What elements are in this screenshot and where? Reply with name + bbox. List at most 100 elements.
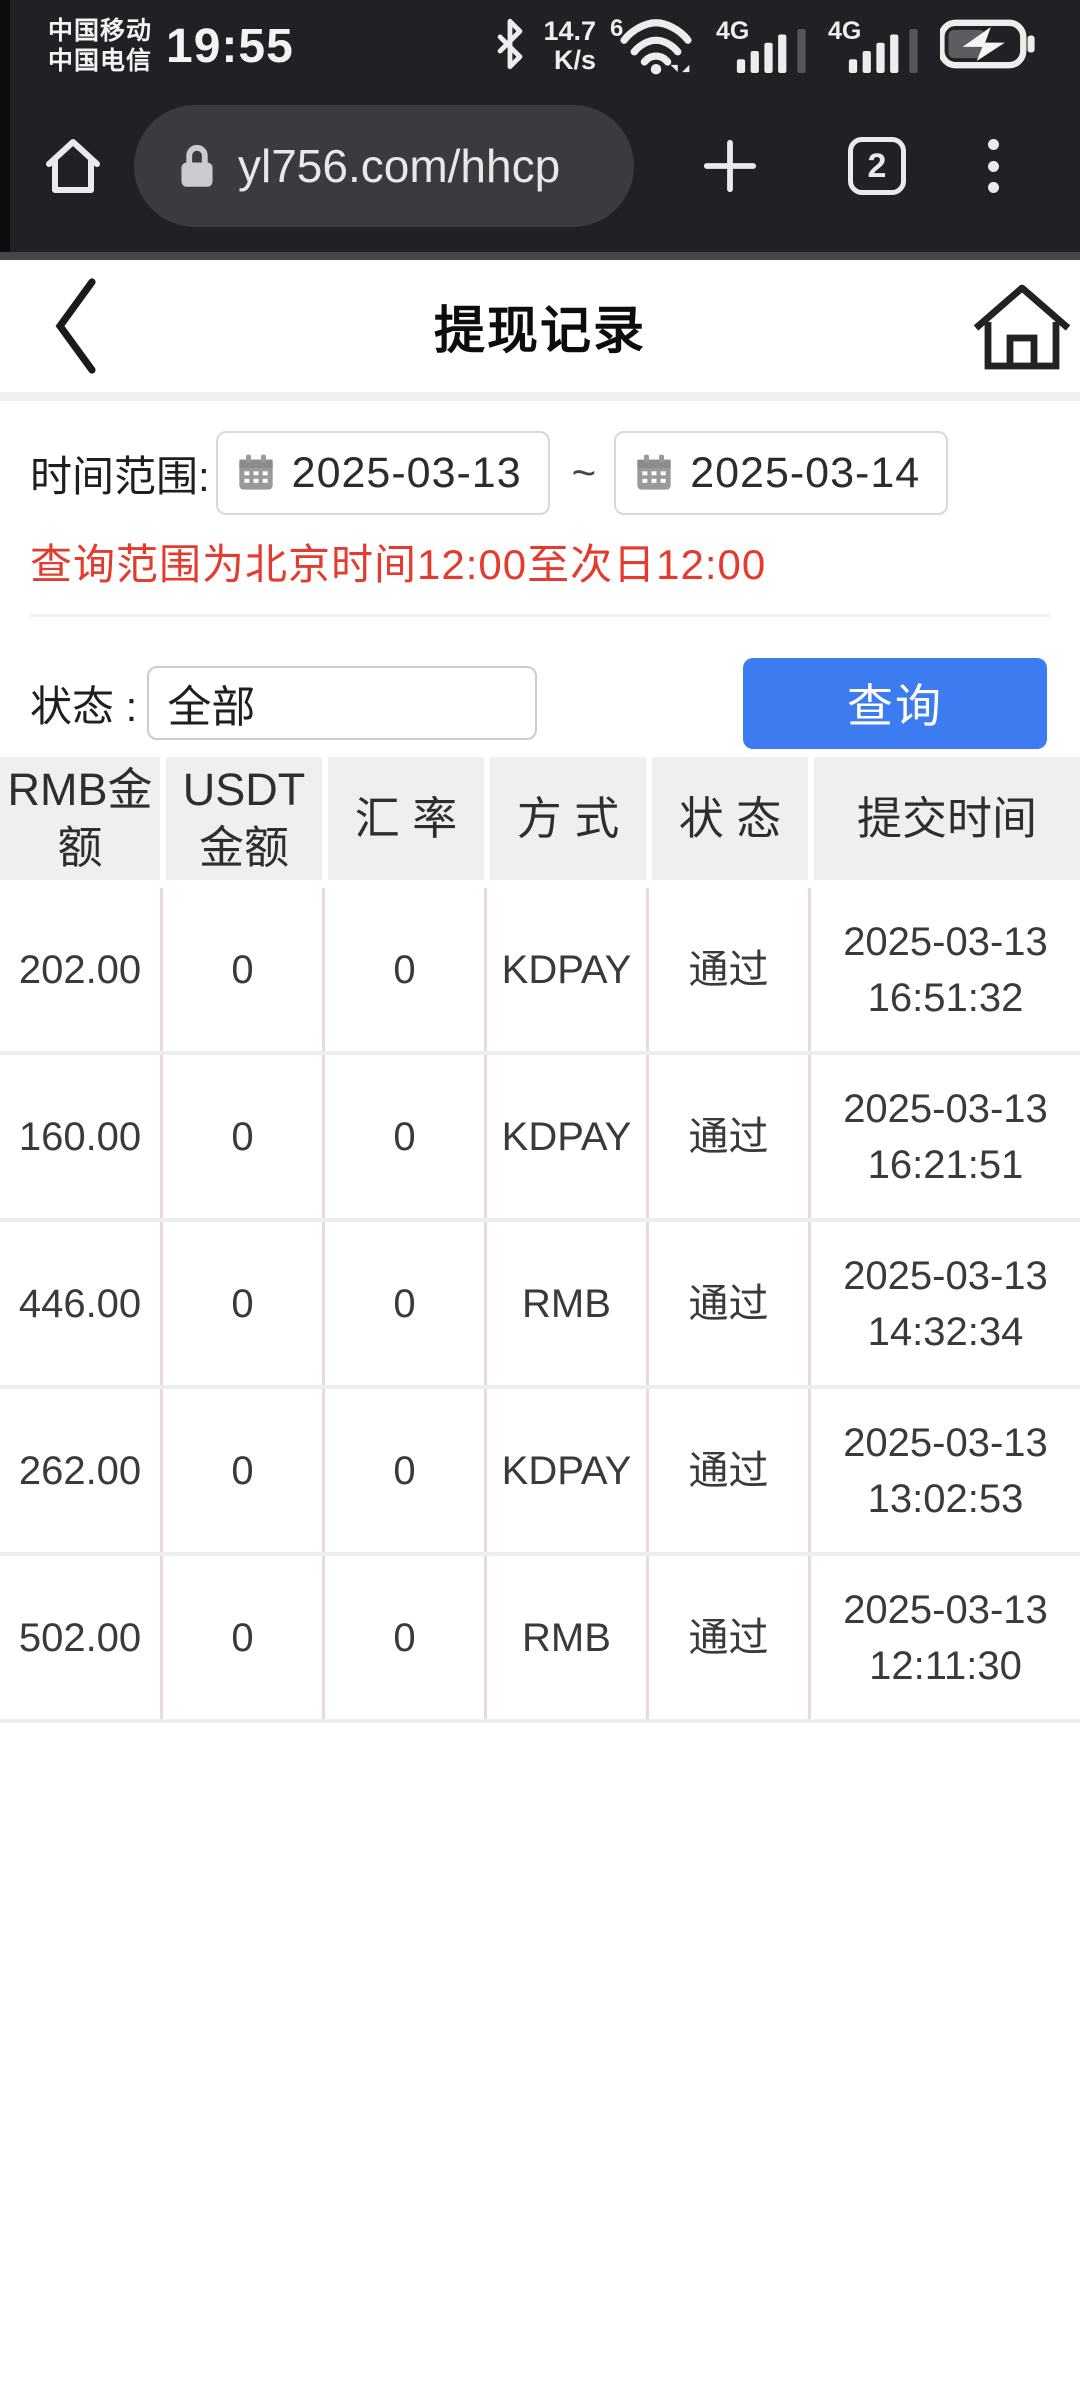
browser-home-button[interactable] (40, 133, 106, 199)
date-range-separator: ~ (571, 449, 597, 496)
page-header: 提现记录 (0, 260, 1080, 392)
date-to-input[interactable]: 2025-03-14 (614, 431, 949, 515)
top-chrome-area: 中国移动 中国电信 19:55 14.7 K/s 6 (0, 0, 1080, 260)
status-bar: 中国移动 中国电信 19:55 14.7 K/s 6 (0, 0, 1080, 92)
sim1-signal-icon: 4G (716, 17, 812, 75)
table-row: 446.00 0 0 RMB 通过 2025-03-13 14:32:34 (0, 1222, 1080, 1389)
cell-submit-time: 2025-03-13 12:11:30 (811, 1556, 1080, 1719)
clock: 19:55 (166, 19, 294, 73)
screen-edge-strip (0, 0, 10, 252)
cell-rate: 0 (325, 1389, 487, 1552)
plus-icon (703, 139, 757, 193)
header-usdt-amount: USDT金额 (166, 757, 322, 880)
network-speed: 14.7 K/s (543, 17, 596, 75)
cell-rmb: 502.00 (0, 1556, 163, 1719)
menu-dot (987, 160, 999, 172)
cell-date: 2025-03-13 (843, 1587, 1048, 1632)
table-row: 160.00 0 0 KDPAY 通过 2025-03-13 16:21:51 (0, 1055, 1080, 1222)
sim2-network-label: 4G (828, 17, 862, 45)
carrier-labels: 中国移动 中国电信 (48, 16, 152, 76)
cell-status: 通过 (649, 1055, 811, 1218)
calendar-icon (239, 454, 273, 490)
cell-usdt: 0 (163, 1055, 325, 1218)
cell-time: 14:32:34 (867, 1309, 1024, 1354)
cell-method: KDPAY (487, 888, 649, 1051)
browser-home-icon (46, 139, 100, 193)
cell-status: 通过 (649, 1389, 811, 1552)
table-row: 262.00 0 0 KDPAY 通过 2025-03-13 13:02:53 (0, 1389, 1080, 1556)
menu-dot (987, 139, 999, 150)
table-header-row: RMB金额 USDT金额 汇 率 方 式 状 态 提交时间 (0, 757, 1080, 880)
cell-time: 16:21:51 (867, 1142, 1024, 1187)
cell-method: RMB (487, 1222, 649, 1385)
cell-status: 通过 (649, 1222, 811, 1385)
cell-time: 16:51:32 (867, 975, 1024, 1020)
cell-date: 2025-03-13 (843, 919, 1048, 964)
tab-count: 2 (867, 146, 887, 185)
cell-date: 2025-03-13 (843, 1420, 1048, 1465)
cell-rate: 0 (325, 1055, 487, 1218)
lock-icon (181, 145, 213, 187)
header-submit-time: 提交时间 (814, 757, 1080, 880)
toolbar-bottom-strip (0, 252, 1080, 260)
sim1-network-label: 4G (716, 17, 750, 45)
network-speed-unit: K/s (553, 45, 596, 75)
calendar-icon (637, 454, 671, 490)
status-selected-value: 全部 (167, 683, 256, 732)
network-speed-value: 14.7 (543, 16, 596, 46)
cell-submit-time: 2025-03-13 16:51:32 (811, 888, 1080, 1051)
back-chevron-icon (55, 278, 96, 374)
cell-rate: 0 (325, 1222, 487, 1385)
status-label: 状态 : (30, 682, 138, 730)
cell-rmb: 446.00 (0, 1222, 163, 1385)
cell-submit-time: 2025-03-13 14:32:34 (811, 1222, 1080, 1385)
cell-time: 12:11:30 (869, 1643, 1022, 1688)
table-row: 202.00 0 0 KDPAY 通过 2025-03-13 16:51:32 (0, 888, 1080, 1055)
query-range-notice: 查询范围为北京时间12:00至次日12:00 (30, 541, 767, 588)
withdrawal-table: RMB金额 USDT金额 汇 率 方 式 状 态 提交时间 202.00 0 0… (0, 757, 1080, 1723)
page-title: 提现记录 (433, 302, 646, 359)
cell-usdt: 0 (163, 888, 325, 1051)
browser-menu-button[interactable] (986, 133, 1000, 199)
carrier-line2: 中国电信 (48, 47, 153, 75)
cell-time: 13:02:53 (867, 1476, 1024, 1521)
wifi-generation-label: 6 (610, 15, 624, 42)
bluetooth-icon (493, 18, 527, 75)
filter-section: 时间范围: 2025-03-13 ~ (0, 431, 1080, 749)
header-method: 方 式 (490, 757, 646, 880)
back-button[interactable] (48, 274, 108, 378)
status-select[interactable]: 全部 (147, 666, 538, 740)
carrier-line1: 中国移动 (48, 17, 153, 45)
header-status: 状 态 (652, 757, 808, 880)
date-to-value: 2025-03-14 (690, 448, 921, 497)
table-row: 502.00 0 0 RMB 通过 2025-03-13 12:11:30 (0, 1556, 1080, 1723)
home-icon (973, 284, 1071, 370)
url-text: yl756.com/hhcp (238, 140, 561, 192)
wifi-icon: 6 (610, 15, 700, 75)
cell-rmb: 160.00 (0, 1055, 163, 1218)
query-button[interactable]: 查询 (743, 657, 1047, 749)
cell-method: KDPAY (487, 1389, 649, 1552)
cell-method: RMB (487, 1556, 649, 1719)
cell-date: 2025-03-13 (843, 1253, 1048, 1298)
go-home-button[interactable] (972, 280, 1072, 379)
cell-rate: 0 (325, 1556, 487, 1719)
cell-usdt: 0 (163, 1222, 325, 1385)
cell-usdt: 0 (163, 1556, 325, 1719)
sim2-signal-icon: 4G (828, 17, 924, 75)
cell-submit-time: 2025-03-13 16:21:51 (811, 1055, 1080, 1218)
date-range-label: 时间范围: (30, 452, 210, 500)
url-bar[interactable]: yl756.com/hhcp (134, 105, 634, 227)
cell-status: 通过 (649, 1556, 811, 1719)
cell-rate: 0 (325, 888, 487, 1051)
cell-status: 通过 (649, 888, 811, 1051)
tab-switcher-button[interactable]: 2 (848, 137, 906, 195)
battery-charging-icon (938, 18, 1036, 75)
date-from-input[interactable]: 2025-03-13 (215, 431, 550, 515)
new-tab-button[interactable] (700, 136, 760, 196)
cell-submit-time: 2025-03-13 13:02:53 (811, 1389, 1080, 1552)
header-divider (0, 392, 1080, 401)
header-rmb-amount: RMB金额 (0, 757, 160, 880)
browser-toolbar: yl756.com/hhcp 2 (0, 92, 1080, 252)
cell-rmb: 202.00 (0, 888, 163, 1051)
